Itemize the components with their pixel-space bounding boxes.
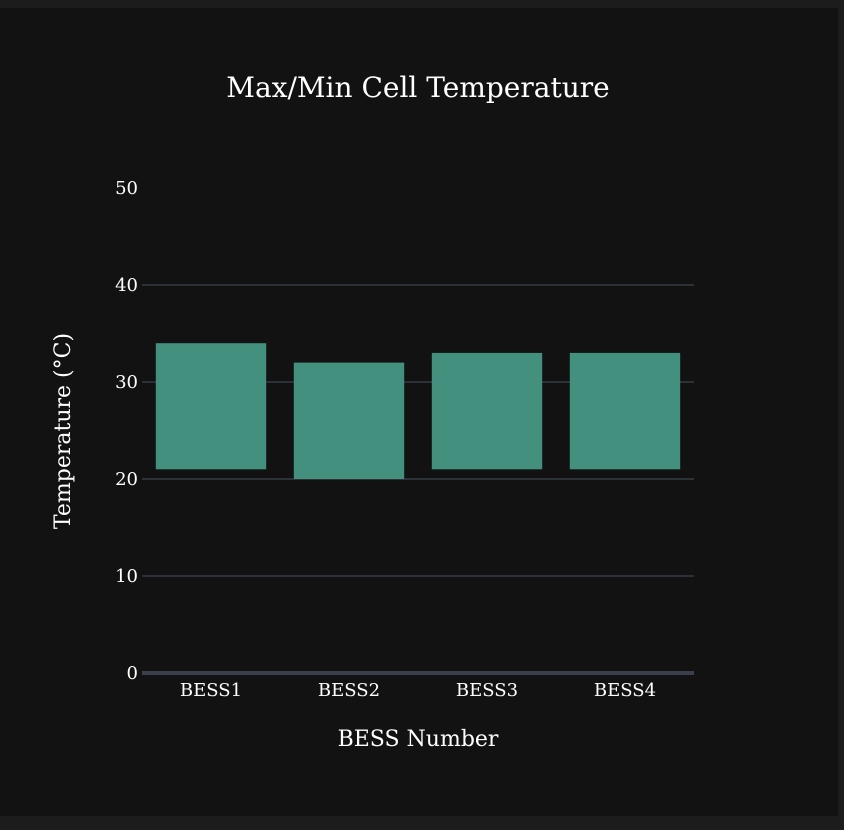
chart-panel <box>0 8 838 816</box>
chart-title: Max/Min Cell Temperature <box>226 71 609 104</box>
x-tick-label: BESS1 <box>180 680 242 701</box>
x-tick-label: BESS2 <box>318 680 380 701</box>
bar-bess1[interactable] <box>155 343 267 470</box>
bars <box>155 343 681 479</box>
x-tick-label: BESS4 <box>594 680 656 701</box>
x-tick-labels: BESS1 BESS2 BESS3 BESS4 <box>180 680 656 701</box>
bar-bess4[interactable] <box>569 352 681 470</box>
y-tick-label: 0 <box>127 663 138 684</box>
y-tick-labels: 0 10 20 30 40 50 <box>115 178 138 684</box>
x-tick-label: BESS3 <box>456 680 518 701</box>
x-axis-title: BESS Number <box>338 727 499 752</box>
y-axis-title: Temperature (°C) <box>51 333 76 529</box>
bar-bess3[interactable] <box>431 352 543 470</box>
y-tick-label: 20 <box>115 469 138 490</box>
y-tick-label: 30 <box>115 372 138 393</box>
bar-bess2[interactable] <box>293 362 405 479</box>
y-tick-label: 50 <box>115 178 138 199</box>
y-tick-label: 40 <box>115 275 138 296</box>
y-tick-label: 10 <box>115 566 138 587</box>
